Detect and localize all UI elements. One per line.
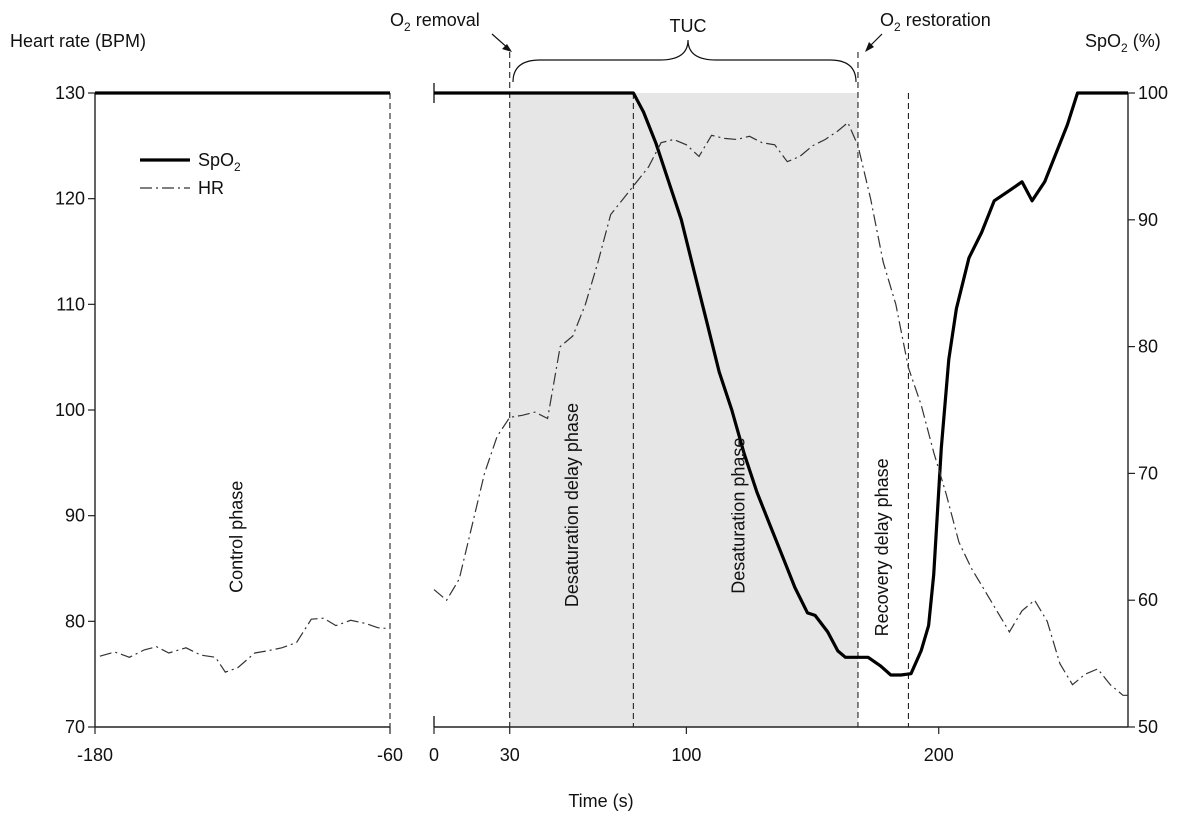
o2-restoration-arrowhead xyxy=(865,42,874,52)
x-ticks: -180 -60 0 30 100 200 xyxy=(77,727,954,765)
x-axis-title: Time (s) xyxy=(568,791,633,811)
x-tick-label: -60 xyxy=(377,745,403,765)
left-y-tick-label: 80 xyxy=(65,611,85,631)
left-y-axis-title: Heart rate (BPM) xyxy=(10,31,146,51)
legend-spo2-label: SpO2 xyxy=(198,150,241,174)
o2-restoration-sub: 2 xyxy=(894,20,901,34)
x-tick-label: 0 xyxy=(429,745,439,765)
right-y-ticks: 50 60 70 80 90 100 xyxy=(1128,83,1168,737)
phase-label: Recovery delay phase xyxy=(872,458,892,636)
legend: SpO2 HR xyxy=(140,150,241,198)
phase-label: Desaturation delay phase xyxy=(562,403,582,607)
tuc-shaded-region xyxy=(509,93,858,727)
x-tick-label: 30 xyxy=(500,745,520,765)
right-y-title-sub: 2 xyxy=(1121,41,1128,55)
left-y-tick-label: 110 xyxy=(56,294,85,314)
series-layer xyxy=(95,91,1128,696)
right-y-tick-label: 60 xyxy=(1138,590,1158,610)
x-tick-label: 100 xyxy=(671,745,701,765)
o2-removal-sub: 2 xyxy=(404,20,411,34)
o2-removal-label: O2 removal xyxy=(390,10,480,34)
legend-spo2-sub: 2 xyxy=(234,160,241,174)
right-y-axis-title: SpO2 (%) xyxy=(1085,31,1161,55)
phase-labels: Control phase Desaturation delay phase Des… xyxy=(227,403,893,636)
right-y-title-prefix: SpO xyxy=(1085,31,1121,51)
hr-series-line xyxy=(99,617,391,673)
right-y-tick-label: 80 xyxy=(1138,337,1158,357)
right-y-tick-label: 90 xyxy=(1138,210,1158,230)
phase-boundaries xyxy=(389,52,909,727)
o2-restoration-prefix: O xyxy=(880,10,894,30)
phase-label: Control phase xyxy=(227,481,247,593)
phase-label: Desaturation phase xyxy=(728,438,748,594)
hr-series-line xyxy=(433,121,1128,696)
tuc-brace xyxy=(512,39,857,83)
tuc-label: TUC xyxy=(670,16,707,36)
right-y-tick-label: 50 xyxy=(1138,717,1158,737)
x-tick-label: 200 xyxy=(924,745,954,765)
o2-removal-prefix: O xyxy=(390,10,404,30)
right-y-tick-label: 100 xyxy=(1138,83,1168,103)
o2-removal-arrowhead xyxy=(502,44,512,52)
legend-hr-label: HR xyxy=(198,178,224,198)
o2-restoration-suffix: restoration xyxy=(901,10,991,30)
left-y-tick-label: 90 xyxy=(65,506,85,526)
o2-removal-suffix: removal xyxy=(411,10,480,30)
left-y-ticks: 70 80 90 100 110 120 130 xyxy=(55,83,95,737)
x-tick-label: -180 xyxy=(77,745,113,765)
right-y-tick-label: 70 xyxy=(1138,463,1158,483)
left-y-tick-label: 120 xyxy=(55,189,85,209)
left-y-tick-label: 100 xyxy=(55,400,85,420)
legend-spo2-prefix: SpO xyxy=(198,150,234,170)
spo2-series-line xyxy=(434,91,1128,677)
left-y-tick-label: 130 xyxy=(55,83,85,103)
o2-restoration-label: O2 restoration xyxy=(880,10,991,34)
left-y-tick-label: 70 xyxy=(65,717,85,737)
right-y-title-suffix: (%) xyxy=(1128,31,1161,51)
